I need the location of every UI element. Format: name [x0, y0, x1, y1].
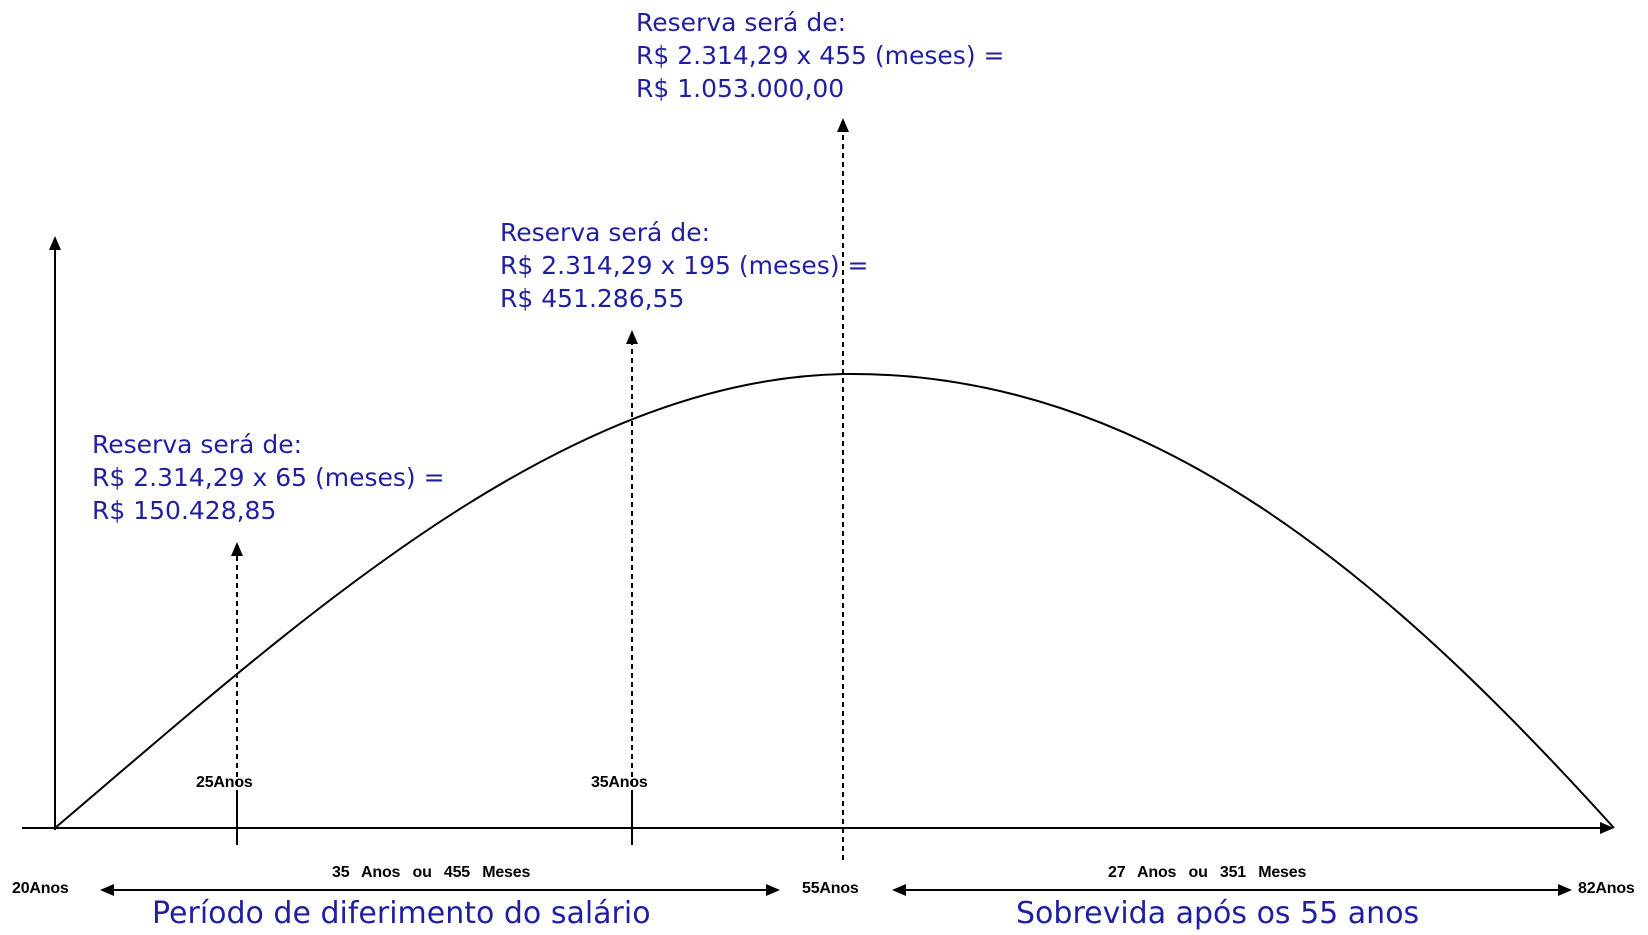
reserve-annotation-25: Reserva será de: R$ 2.314,29 x 65 (meses… [92, 428, 445, 527]
reserve-annotation-25-line3: R$ 150.428,85 [92, 496, 277, 525]
reserve-annotation-55-line1: Reserva será de: [636, 8, 846, 37]
x-axis-arrowhead [1600, 822, 1614, 834]
age-label-55: 55Anos [802, 880, 859, 897]
reserve-annotation-35: Reserva será de: R$ 2.314,29 x 195 (mese… [500, 216, 868, 315]
deferral-span-label: 35 Anos ou 455 Meses [332, 864, 531, 881]
dashed-marker-25-arrowhead [231, 542, 243, 556]
dashed-marker-35-arrowhead [626, 330, 638, 344]
deferral-span-left-head [100, 884, 114, 896]
age-label-20: 20Anos [12, 880, 69, 897]
deferral-span-right-head [766, 884, 780, 896]
age-label-35: 35Anos [591, 774, 648, 791]
reserve-annotation-35-line1: Reserva será de: [500, 218, 710, 247]
reserve-annotation-55: Reserva será de: R$ 2.314,29 x 455 (mese… [636, 6, 1004, 105]
reserve-annotation-55-line2: R$ 2.314,29 x 455 (meses) = [636, 41, 1005, 70]
reserve-annotation-55-line3: R$ 1.053.000,00 [636, 74, 845, 103]
survival-period-caption: Sobrevida após os 55 anos [1016, 896, 1420, 931]
age-label-25: 25Anos [196, 774, 253, 791]
y-axis-arrowhead [49, 236, 61, 250]
reserve-annotation-35-line2: R$ 2.314,29 x 195 (meses) = [500, 251, 869, 280]
survival-span-left-head [892, 884, 906, 896]
reserve-annotation-25-line2: R$ 2.314,29 x 65 (meses) = [92, 463, 445, 492]
reserve-annotation-35-line3: R$ 451.286,55 [500, 284, 685, 313]
survival-span-right-head [1558, 884, 1572, 896]
age-label-82: 82Anos [1578, 880, 1635, 897]
reserve-annotation-25-line1: Reserva será de: [92, 430, 302, 459]
dashed-marker-55-arrowhead [837, 118, 849, 132]
survival-span-label: 27 Anos ou 351 Meses [1108, 864, 1307, 881]
deferral-period-caption: Período de diferimento do salário [152, 896, 651, 931]
